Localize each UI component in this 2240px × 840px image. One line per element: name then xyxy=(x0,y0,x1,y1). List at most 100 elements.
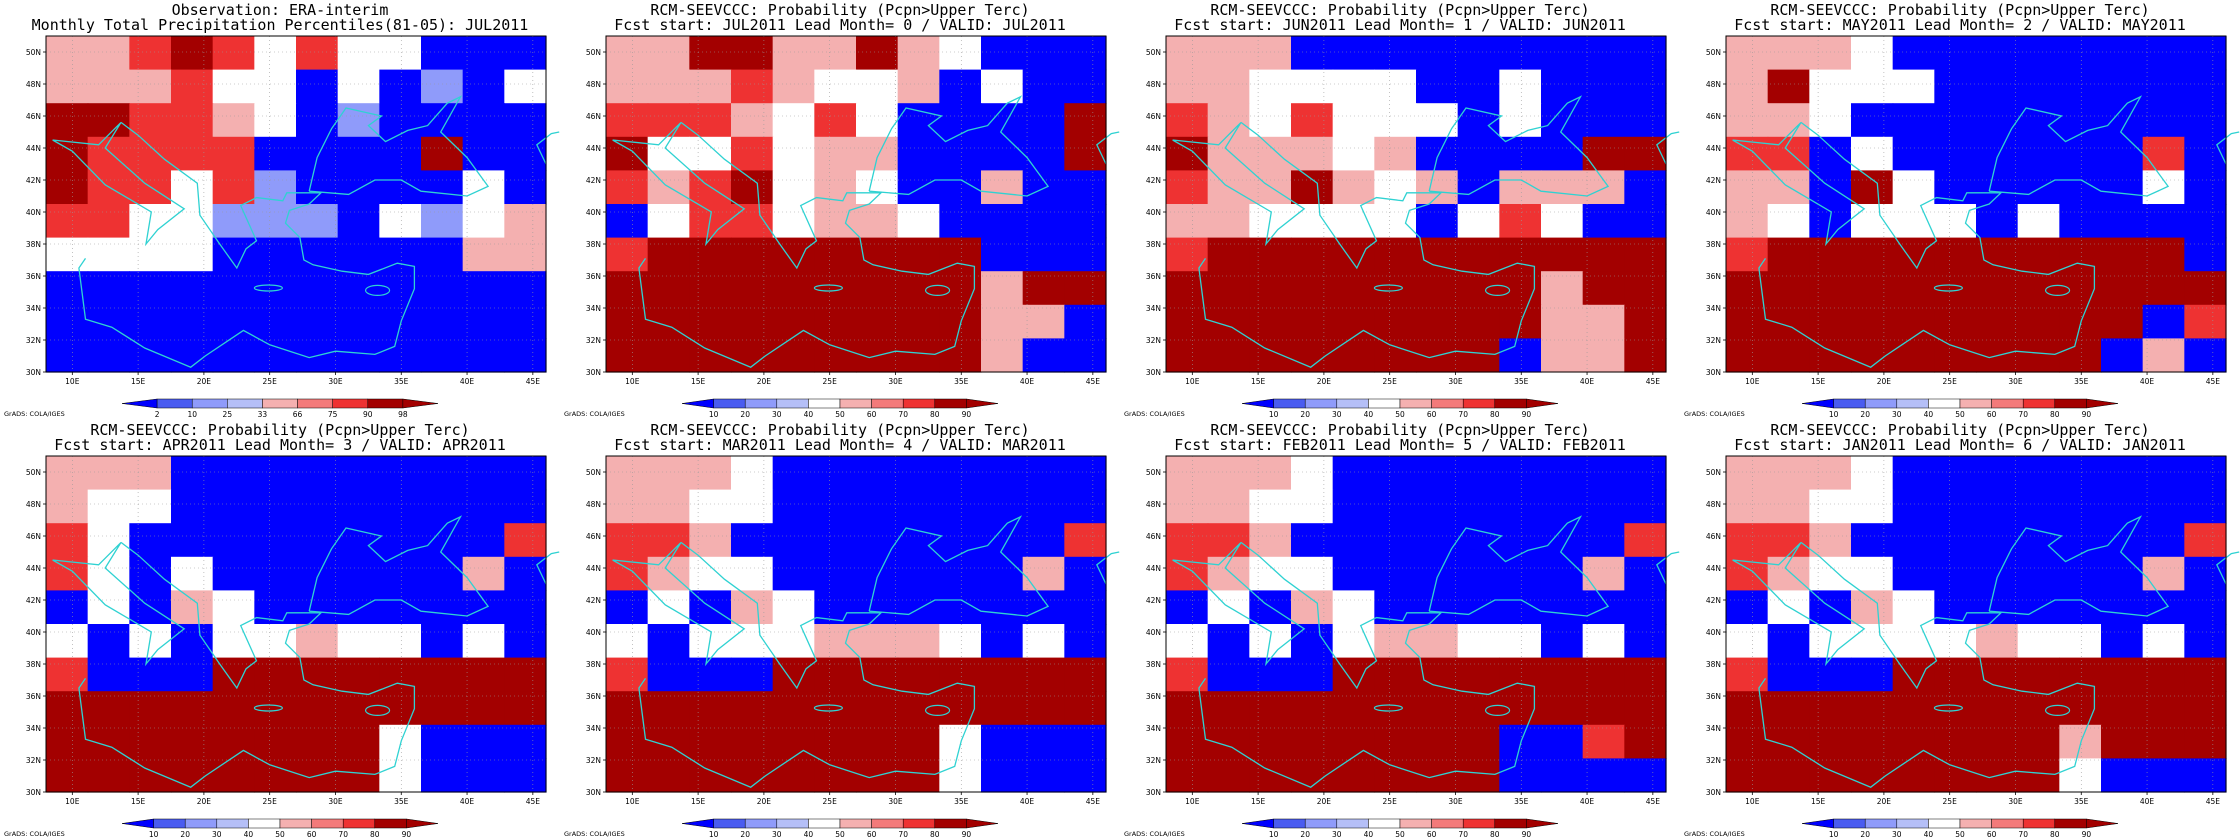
heatmap-cell xyxy=(296,456,339,491)
colorbar-label: 40 xyxy=(1364,830,1374,839)
coastline xyxy=(253,704,283,712)
heatmap-cell xyxy=(897,271,940,306)
heatmap-cell xyxy=(606,36,649,71)
y-tick-label: 42N xyxy=(26,596,41,605)
y-tick-label: 34N xyxy=(1706,304,1721,313)
heatmap-cell xyxy=(1166,489,1209,524)
y-tick-label: 30N xyxy=(1706,788,1721,797)
heatmap-cell xyxy=(2142,69,2185,104)
heatmap-cell xyxy=(1499,136,1542,171)
colorbar-segment xyxy=(1928,398,1961,409)
heatmap-cell xyxy=(731,204,774,239)
map-frame xyxy=(45,455,547,793)
y-tick-label: 50N xyxy=(26,48,41,57)
colorbar-segment xyxy=(367,398,404,409)
coastline xyxy=(1172,121,1306,247)
heatmap-cell xyxy=(379,136,422,171)
heatmap-cell xyxy=(731,489,774,524)
heatmap-cell xyxy=(2017,304,2060,339)
heatmap-cell xyxy=(296,624,339,659)
panel-subtitle: Fcst start: MAY2011 Lead Month= 2 / VALI… xyxy=(1734,16,2186,34)
heatmap-cell xyxy=(1374,624,1417,659)
y-tick-label: 42N xyxy=(1146,596,1161,605)
colorbar-segment xyxy=(776,398,809,409)
heatmap-cell xyxy=(1457,456,1500,491)
heatmap-cell xyxy=(379,657,422,692)
colorbar-label: 10 xyxy=(187,410,197,419)
heatmap-cell xyxy=(379,624,422,659)
map-frame xyxy=(45,35,547,373)
panel-subtitle: Fcst start: JUL2011 Lead Month= 0 / VALI… xyxy=(614,16,1066,34)
heatmap-cell xyxy=(379,338,422,373)
heatmap-cell xyxy=(772,204,815,239)
heatmap-cell xyxy=(897,204,940,239)
colorbar-label: 30 xyxy=(212,830,222,839)
heatmap-cell xyxy=(1374,304,1417,339)
heatmap-cell xyxy=(46,456,89,491)
heatmap-cell xyxy=(337,556,380,591)
colorbar-label: 60 xyxy=(1987,830,1997,839)
heatmap-cell xyxy=(1022,304,1065,339)
heatmap-cell xyxy=(1809,69,1852,104)
heatmap-cell xyxy=(689,624,732,659)
heatmap-cell xyxy=(1249,624,1292,659)
heatmap-cell xyxy=(421,456,464,491)
colorbar-segment xyxy=(1959,818,1992,829)
heatmap-cell xyxy=(379,271,422,306)
heatmap-cell xyxy=(337,271,380,306)
x-tick-label: 45E xyxy=(526,797,541,806)
heatmap-cell xyxy=(814,237,857,272)
heatmap-cell xyxy=(606,489,649,524)
heatmap-cell xyxy=(212,136,255,171)
heatmap-cell xyxy=(1166,304,1209,339)
heatmap-cell xyxy=(1374,556,1417,591)
heatmap-cell xyxy=(772,36,815,71)
heatmap-cell xyxy=(2017,338,2060,373)
heatmap-cell xyxy=(1457,523,1500,558)
heatmap-cell xyxy=(1582,271,1625,306)
heatmap-cell xyxy=(981,271,1024,306)
heatmap-cell xyxy=(1064,489,1107,524)
heatmap-cell xyxy=(2101,624,2144,659)
coastline xyxy=(638,121,976,368)
heatmap-cell xyxy=(2142,624,2185,659)
x-tick-label: 25E xyxy=(263,797,278,806)
heatmap-cell xyxy=(1892,590,1935,625)
heatmap-cell xyxy=(2142,724,2185,759)
heatmap-cell xyxy=(647,338,690,373)
heatmap-cell xyxy=(856,523,899,558)
heatmap-cell xyxy=(129,103,172,138)
colorbar-label: 30 xyxy=(1332,830,1342,839)
y-tick-label: 34N xyxy=(1706,724,1721,733)
heatmap-cell xyxy=(337,36,380,71)
heatmap-cell xyxy=(1249,304,1292,339)
x-tick-label: 40E xyxy=(1580,797,1595,806)
heatmap-cell xyxy=(212,624,255,659)
coastline xyxy=(612,541,746,667)
heatmap-cell xyxy=(772,103,815,138)
heatmap-cell xyxy=(1457,556,1500,591)
heatmap-cell xyxy=(2059,204,2102,239)
heatmap-cell xyxy=(814,556,857,591)
heatmap-cell xyxy=(337,170,380,205)
heatmap-cell xyxy=(689,489,732,524)
heatmap-cell xyxy=(1166,36,1209,71)
y-tick-label: 42N xyxy=(586,176,601,185)
y-tick-label: 40N xyxy=(1706,628,1721,637)
heatmap-cell xyxy=(1809,624,1852,659)
colorbar-segment xyxy=(808,818,841,829)
heatmap-cell xyxy=(1332,136,1375,171)
heatmap-cell xyxy=(689,724,732,759)
colorbar-segment xyxy=(681,818,714,829)
colorbar-segment xyxy=(934,398,967,409)
y-tick-label: 32N xyxy=(586,756,601,765)
heatmap-cell xyxy=(1541,489,1584,524)
heatmap-cell xyxy=(981,69,1024,104)
heatmap-cell xyxy=(1934,724,1977,759)
heatmap-cell xyxy=(1064,657,1107,692)
heatmap-cell xyxy=(2142,237,2185,272)
heatmap-cell xyxy=(1457,237,1500,272)
heatmap-cell xyxy=(1541,624,1584,659)
heatmap-cell xyxy=(1976,691,2019,726)
